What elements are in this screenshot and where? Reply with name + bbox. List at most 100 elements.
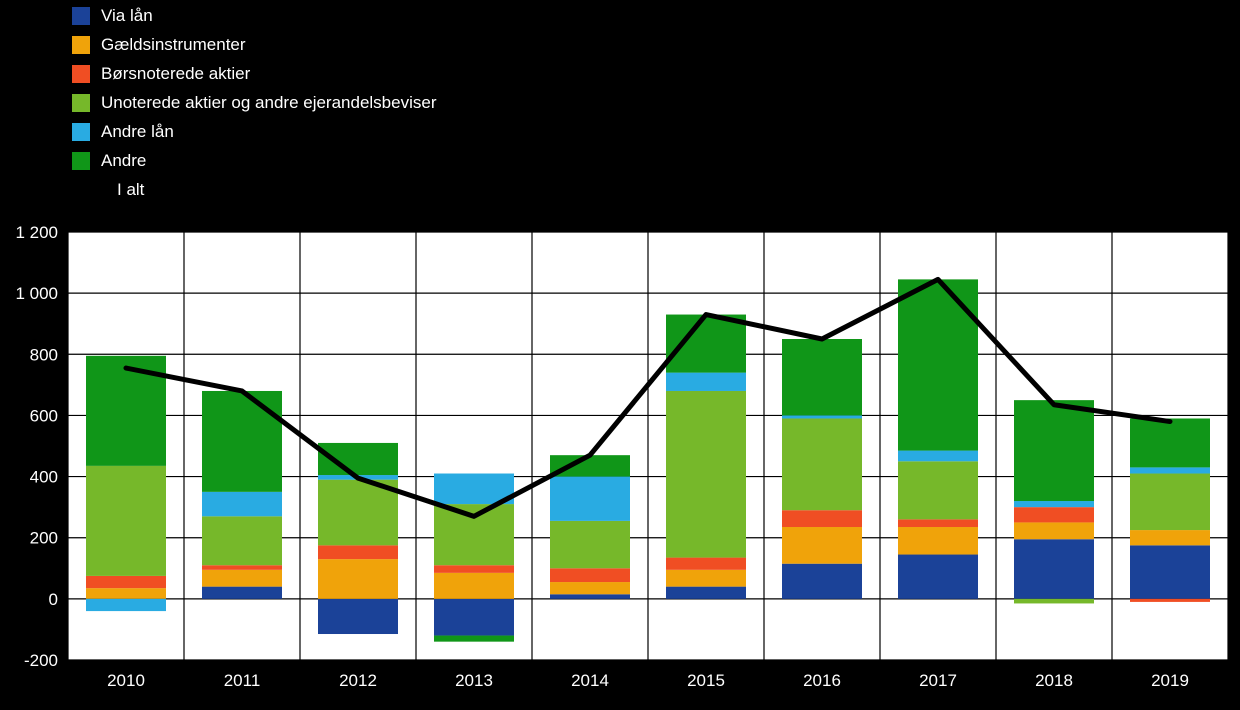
- bar-segment: [666, 372, 746, 391]
- bar-segment: [434, 598, 514, 636]
- bar-segment: [1130, 467, 1210, 474]
- bar-segment: [434, 504, 514, 566]
- bar-segment: [434, 565, 514, 573]
- bar-segment: [550, 582, 630, 595]
- bar-segment: [1130, 598, 1210, 602]
- x-axis-tick-label: 2017: [919, 671, 957, 690]
- bar-segment: [898, 450, 978, 462]
- x-axis-tick-label: 2012: [339, 671, 377, 690]
- x-axis-tick-label: 2011: [224, 671, 261, 690]
- bar-segment: [86, 598, 166, 612]
- bar-segment: [1014, 501, 1094, 508]
- legend-item: Via lån: [72, 5, 436, 26]
- legend-label: Børsnoterede aktier: [101, 64, 251, 83]
- bar-segment: [782, 563, 862, 599]
- y-axis-tick-label: 800: [30, 345, 58, 364]
- total-line: [123, 276, 1173, 519]
- y-axis-tick-label: -200: [24, 651, 58, 670]
- legend-item: Andre: [72, 150, 436, 171]
- bar-segment: [318, 559, 398, 599]
- bar-segment: [202, 516, 282, 566]
- legend-label: Via lån: [101, 6, 153, 25]
- legend-color-swatch: [72, 93, 90, 112]
- bar-segment: [202, 491, 282, 517]
- bar-segment: [318, 479, 398, 546]
- legend-color-swatch: [72, 64, 90, 83]
- bar-segment: [202, 390, 282, 492]
- bar-segment: [782, 510, 862, 528]
- bar-segment: [666, 557, 746, 570]
- x-axis-tick-label: 2014: [571, 671, 609, 690]
- x-axis-tick-label: 2018: [1035, 671, 1073, 690]
- bar-segment: [86, 588, 166, 599]
- bar-segment: [202, 569, 282, 587]
- bar-segment: [782, 339, 862, 416]
- bar-segment: [434, 572, 514, 599]
- bar-segment: [898, 519, 978, 528]
- legend-item: Unoterede aktier og andre ejerandelsbevi…: [72, 92, 436, 113]
- legend-label: I alt: [117, 180, 145, 199]
- legend-color-swatch: [72, 122, 90, 141]
- legend-color-swatch: [72, 6, 90, 25]
- bar-segment: [898, 527, 978, 555]
- y-axis-tick-label: 1 000: [15, 284, 58, 303]
- bar-segment: [1014, 539, 1094, 599]
- legend-label: Andre lån: [101, 122, 174, 141]
- y-axis-tick-label: 1 200: [15, 226, 58, 242]
- bar-segment: [666, 314, 746, 373]
- x-axis-tick-label: 2019: [1151, 671, 1189, 690]
- bar-segment: [318, 598, 398, 635]
- chart-area: 1 200 1 000 800 600 400 200 0 -200 2010 2011 2012 2…: [8, 223, 1232, 709]
- legend-label: Gældsinstrumenter: [101, 35, 246, 54]
- x-axis-tick-label: 2013: [455, 671, 493, 690]
- bar-segment: [898, 554, 978, 599]
- bar-segment: [782, 527, 862, 564]
- bar-segment: [782, 418, 862, 511]
- legend: Via lån Gældsinstrumenter Børsnoterede akt…: [72, 5, 436, 200]
- bar-segment: [898, 279, 978, 451]
- bar-segment: [666, 569, 746, 587]
- bar-segment: [434, 635, 514, 642]
- bar-segment: [1130, 418, 1210, 468]
- bar-segment: [550, 476, 630, 521]
- bar-segment: [666, 390, 746, 558]
- bar-segment: [1014, 522, 1094, 540]
- bar-segment: [202, 565, 282, 570]
- y-axis-tick-label: 600: [30, 406, 58, 425]
- bar-segment: [434, 473, 514, 505]
- bar-segment: [318, 545, 398, 560]
- bar-segment: [1014, 507, 1094, 523]
- legend-label: Andre: [101, 151, 147, 170]
- bar-segment: [1014, 400, 1094, 502]
- bar-segment: [898, 461, 978, 520]
- legend-item: Børsnoterede aktier: [72, 63, 436, 84]
- bar-segment: [202, 586, 282, 599]
- x-axis-tick-label: 2016: [803, 671, 841, 690]
- legend-label: Unoterede aktier og andre ejerandelsbevi…: [101, 93, 437, 112]
- legend-item: Andre lån: [72, 121, 436, 142]
- legend-line-swatch: [72, 187, 106, 192]
- bar-segment: [1014, 598, 1094, 604]
- bar-segment: [550, 520, 630, 569]
- x-axis-tick-label: 2015: [687, 671, 725, 690]
- x-axis-tick-label: 2010: [107, 671, 145, 690]
- legend-item: Gældsinstrumenter: [72, 34, 436, 55]
- bar-segment: [550, 568, 630, 583]
- legend-color-swatch: [72, 151, 90, 170]
- bar-segment: [550, 594, 630, 599]
- y-axis-tick-label: 200: [30, 529, 58, 548]
- y-axis-tick-label: 400: [30, 468, 58, 487]
- bar-segment: [86, 575, 166, 589]
- bar-segment: [666, 586, 746, 599]
- chart-svg: 1 200 1 000 800 600 400 200 0 -200 2010 2011 2012 2…: [15, 223, 1229, 690]
- y-axis-tick-label: 0: [49, 590, 58, 609]
- bar-segment: [550, 455, 630, 477]
- legend-color-swatch: [72, 35, 90, 54]
- bar-segment: [1130, 530, 1210, 546]
- bar-segment: [782, 415, 862, 419]
- bar-segment: [1130, 545, 1210, 599]
- legend-item: I alt: [72, 179, 436, 200]
- bar-segment: [1130, 473, 1210, 531]
- bar-segment: [86, 465, 166, 576]
